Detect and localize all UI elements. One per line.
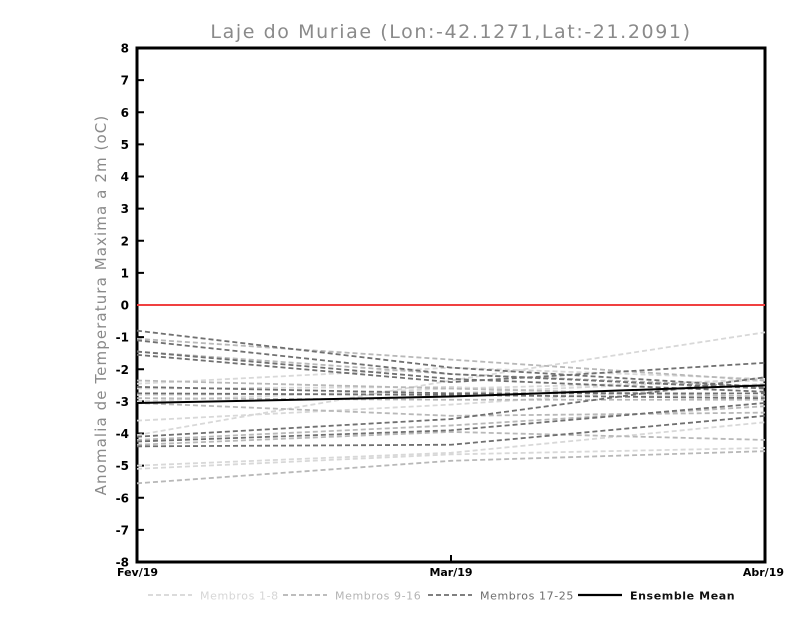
y-axis-label: Anomalia de Temperatura Maxima a 2m (oC) <box>92 115 110 496</box>
legend-label: Membros 1-8 <box>200 590 279 603</box>
y-tick-label: -2 <box>116 363 129 377</box>
series-line <box>136 450 766 485</box>
series-line <box>136 447 766 470</box>
y-tick-label: -5 <box>116 459 129 473</box>
series-line <box>136 339 766 390</box>
series-line <box>136 379 766 403</box>
y-tick-label: -3 <box>116 395 129 409</box>
legend-label: Ensemble Mean <box>630 590 735 603</box>
series-lines <box>136 329 766 485</box>
series-line <box>136 430 766 446</box>
series-line <box>136 376 766 438</box>
series-line <box>136 402 766 443</box>
y-tick-label: 7 <box>121 74 129 88</box>
series-line <box>136 386 766 401</box>
y-tick-label: -1 <box>116 331 129 345</box>
y-tick-label: -7 <box>116 523 129 537</box>
y-tick-label: 8 <box>121 42 129 56</box>
legend-label: Membros 17-25 <box>480 590 574 603</box>
legend-label: Membros 9-16 <box>335 590 421 603</box>
chart-title: Laje do Muriae (Lon:-42.1271,Lat:-21.209… <box>210 21 691 43</box>
series-line <box>136 402 766 417</box>
series-line <box>136 331 766 436</box>
y-tick-label: 0 <box>121 299 129 313</box>
series-line <box>136 350 766 393</box>
y-tick-label: -4 <box>116 427 129 441</box>
series-line <box>136 405 766 441</box>
y-tick-label: 6 <box>121 106 129 120</box>
y-tick-label: -8 <box>116 556 129 570</box>
x-axis-ticks: Fev/19 Mar/19 Abr/19 <box>117 555 784 579</box>
y-tick-label: 5 <box>121 138 129 152</box>
series-line <box>136 392 766 400</box>
chart-legend: Membros 1-8 Membros 9-16 Membros 17-25 Ense… <box>148 590 735 603</box>
series-line <box>136 386 765 395</box>
y-tick-label: 4 <box>121 170 129 184</box>
series-line <box>136 329 766 388</box>
series-line <box>136 353 766 384</box>
series-line <box>136 414 766 448</box>
y-tick-label: 1 <box>121 266 129 280</box>
x-tick-label: Abr/19 <box>743 566 784 579</box>
series-line <box>136 384 766 404</box>
y-tick-label: -6 <box>116 491 129 505</box>
y-tick-label: 2 <box>121 234 129 248</box>
series-line <box>136 382 766 422</box>
series-line <box>136 397 765 401</box>
x-tick-label: Fev/19 <box>117 566 158 579</box>
series-line <box>136 337 766 382</box>
y-tick-label: 3 <box>121 202 129 216</box>
series-line <box>136 421 766 467</box>
x-tick-label: Mar/19 <box>429 566 472 579</box>
